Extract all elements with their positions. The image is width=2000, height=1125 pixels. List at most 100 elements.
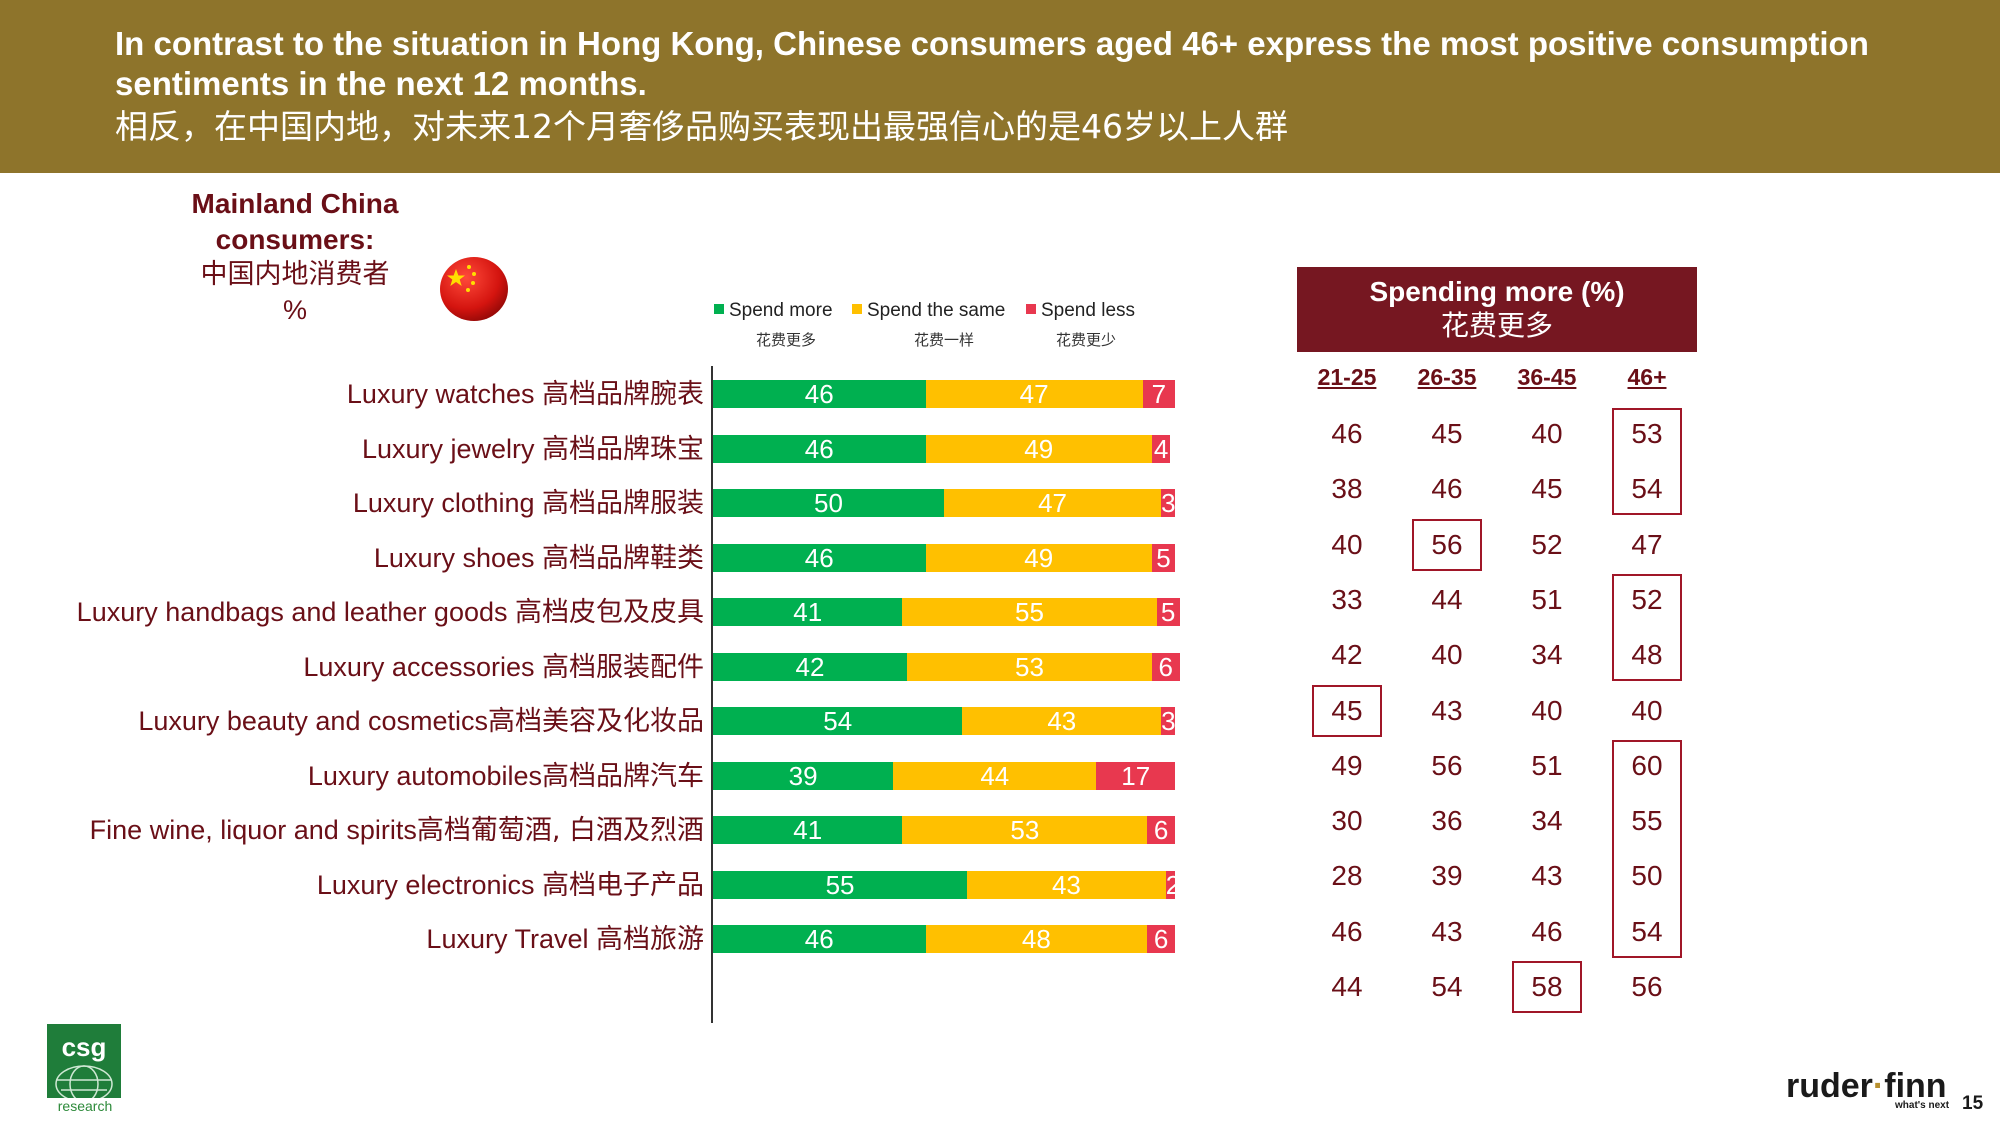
age-table-title: Spending more (%) (1369, 276, 1625, 307)
age-column-header: 46+ (1627, 364, 1667, 390)
bar-segment (967, 870, 1166, 899)
bar-segment (713, 598, 903, 626)
age-table-cell: 53 (1631, 418, 1663, 449)
legend-swatch (852, 303, 862, 314)
age-table-cell: 50 (1631, 860, 1663, 892)
bar-segment (944, 489, 1162, 517)
category-label-en: Luxury watches (346, 379, 542, 409)
slide-title-cn: 相反，在中国内地，对未来12个月奢侈品购买表现出最强信心的是46岁以上人群 (115, 107, 1288, 146)
bar-value-label: 43 (1051, 870, 1081, 899)
bar-segment (925, 925, 1148, 953)
bar-segment (925, 543, 1152, 572)
category-label-en: Luxury handbags and leather goods (76, 597, 515, 627)
csg-research-label: research (57, 1098, 113, 1114)
highlight-box (1312, 684, 1382, 737)
category-label: Luxury electronics 高档电子产品 (317, 869, 704, 901)
segment-title: Mainland China consumers: (191, 188, 399, 255)
slide-title-en: In contrast to the situation in Hong Kon… (115, 25, 1869, 102)
bar-segment (713, 543, 926, 572)
chart-axis-line (711, 366, 713, 1023)
age-table-cell: 42 (1331, 639, 1363, 671)
bar-segment (1147, 925, 1175, 953)
age-table-cell: 40 (1331, 528, 1363, 560)
category-label-cn: 高档品牌鞋类 (542, 542, 704, 574)
bar-segment (713, 816, 903, 844)
category-label-cn: 高档品牌腕表 (542, 379, 704, 410)
legend-item: Spend the same (852, 300, 1005, 322)
category-label: Luxury accessories 高档服装配件 (303, 651, 704, 683)
age-table-cell: 60 (1631, 749, 1663, 781)
age-table-cell: 51 (1531, 583, 1563, 615)
age-table-cell: 34 (1531, 639, 1563, 671)
page-number: 15 (1962, 1093, 1984, 1114)
bar-value-label: 5 (1160, 598, 1176, 626)
bar-value-label: 6 (1158, 652, 1173, 681)
age-table-cell: 33 (1331, 583, 1363, 615)
bar-value-label: 53 (1010, 816, 1040, 844)
category-label-cn: 高档美容及化妆品 (488, 706, 704, 737)
bar-value-label: 44 (980, 761, 1010, 790)
age-table-cell: 36 (1431, 805, 1463, 837)
bar-value-label: 41 (793, 598, 823, 626)
bar-segment (925, 434, 1152, 463)
category-label-en: Luxury Travel (426, 924, 596, 954)
category-label-cn: 高档品牌珠宝 (542, 433, 704, 465)
age-table-cell: 43 (1431, 915, 1463, 947)
bar-segment (713, 489, 944, 517)
segment-unit: % (282, 295, 307, 325)
bar-value-label: 48 (1021, 925, 1051, 953)
bar-value-label: 4 (1153, 434, 1169, 463)
age-table-header: Spending more (%) 花费更多 (1297, 267, 1697, 352)
age-table-cell: 47 (1631, 528, 1663, 560)
brand-right: finn (1884, 1067, 1947, 1105)
age-table-cell: 55 (1631, 805, 1663, 837)
legend-swatch (1026, 303, 1036, 314)
bar-value-label: 6 (1153, 816, 1169, 844)
age-column-header: 36-45 (1517, 364, 1577, 390)
category-label-en: Luxury electronics (316, 869, 542, 900)
bar-value-label: 55 (825, 870, 855, 899)
category-label: Luxury shoes 高档品牌鞋类 (374, 542, 704, 574)
bar-segment (713, 434, 926, 463)
legend-swatch (714, 303, 724, 314)
age-table-cell: 40 (1431, 639, 1463, 671)
age-table-cell: 56 (1631, 971, 1663, 1002)
age-table-cell: 48 (1631, 639, 1663, 671)
age-table-cell: 46 (1331, 418, 1363, 449)
age-table-cell: 46 (1331, 915, 1363, 947)
bar-segment (1156, 598, 1180, 626)
highlight-box (1612, 573, 1682, 682)
segment-title-cn: 中国内地消费者 (200, 259, 390, 290)
bar-value-label: 5 (1156, 543, 1171, 572)
brand-dot: · (1872, 1067, 1885, 1105)
age-table-cell: 39 (1431, 860, 1463, 892)
category-label-en: Luxury jewelry (361, 433, 542, 464)
age-table-cell: 49 (1331, 749, 1363, 781)
bar-value-label: 49 (1024, 434, 1054, 463)
highlight-box (1612, 408, 1682, 516)
category-label-en: Luxury clothing (352, 488, 542, 518)
legend-item: Spend less (1026, 300, 1135, 322)
bar-segment (713, 380, 926, 408)
age-table-cell: 40 (1531, 694, 1563, 726)
legend-label-cn: 花费一样 (914, 331, 975, 349)
csg-logo-text: csg (62, 1032, 107, 1062)
legend-label-cn: 花费更少 (1056, 331, 1117, 349)
legend-label: Spend the same (867, 300, 1006, 321)
bar-value-label: 54 (823, 707, 853, 735)
age-table-cell: 45 (1431, 418, 1463, 449)
bar-value-label: 3 (1161, 707, 1175, 735)
category-label-cn: 高档品牌汽车 (542, 760, 704, 792)
age-table-cell: 45 (1531, 473, 1563, 505)
bar-segment (1151, 652, 1180, 681)
category-label-en: Luxury accessories (303, 651, 542, 682)
category-label: Luxury beauty and cosmetics高档美容及化妆品 (138, 705, 704, 737)
category-label: Luxury watches 高档品牌腕表 (347, 378, 704, 410)
age-table-cell: 56 (1431, 749, 1463, 781)
age-table-cell: 45 (1331, 694, 1363, 726)
category-label-cn: 高档服装配件 (542, 651, 704, 683)
bar-value-label: 2 (1165, 870, 1175, 899)
age-table-cell: 44 (1431, 583, 1463, 615)
bar-value-label: 6 (1153, 925, 1169, 953)
bar-value-label: 46 (804, 925, 834, 953)
